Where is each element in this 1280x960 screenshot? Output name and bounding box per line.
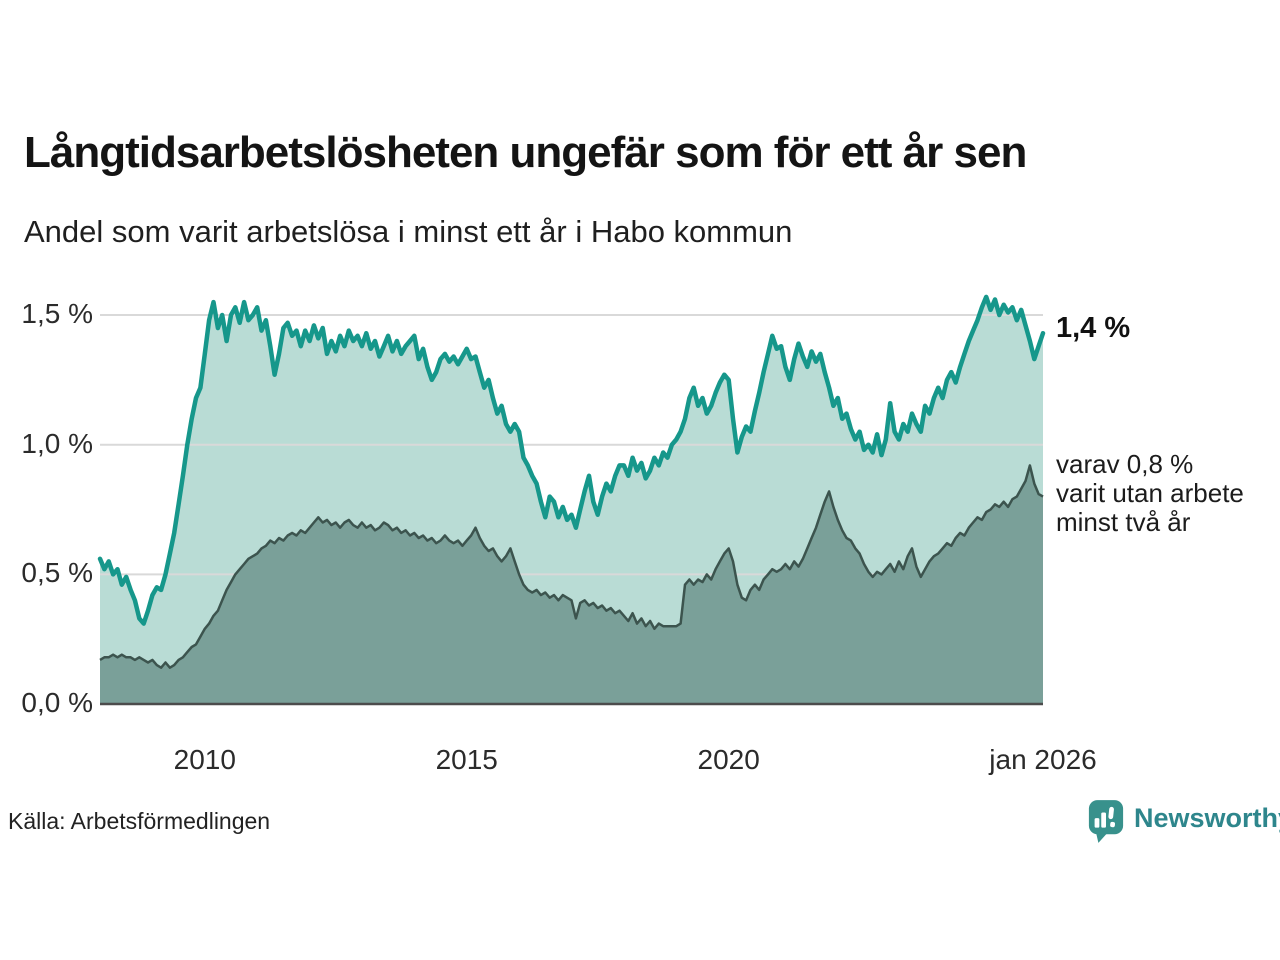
- total-line: [97, 294, 1046, 626]
- source-caption: Källa: Arbetsförmedlingen: [8, 808, 271, 834]
- latest-value-label: 1,4 %: [1056, 312, 1131, 344]
- y-axis-label: 0,5 %: [21, 557, 93, 589]
- chart-subtitle: Andel som varit arbetslösa i minst ett å…: [24, 214, 793, 249]
- y-axis-label: 0,0 %: [21, 687, 93, 718]
- y-axis-label: 1,0 %: [21, 427, 93, 459]
- newsworthy-bubble-chart-icon: [1088, 800, 1124, 843]
- x-axis-label: jan 2026: [989, 744, 1097, 775]
- x-axis-label: 2015: [435, 744, 498, 775]
- secondary-annotation-line: minst två år: [1056, 507, 1191, 537]
- two-year-line: [99, 464, 1044, 669]
- two-year-area-fill: [100, 465, 1043, 704]
- chart-title: Långtidsarbetslösheten ungefär som för e…: [24, 128, 1027, 177]
- secondary-series-annotation: varav 0,8 % varit utan arbete minst två år: [1056, 450, 1244, 537]
- newsworthy-logo: Newsworthy: [1087, 798, 1280, 844]
- secondary-annotation-line: varav 0,8 %: [1056, 449, 1194, 479]
- x-axis-label: 2010: [173, 744, 236, 775]
- y-axis-label: 1,5 %: [21, 298, 93, 330]
- x-axis-label: 2020: [697, 744, 760, 775]
- secondary-annotation-line: varit utan arbete: [1056, 478, 1244, 508]
- newsworthy-wordmark: Newsworthy: [1134, 802, 1280, 833]
